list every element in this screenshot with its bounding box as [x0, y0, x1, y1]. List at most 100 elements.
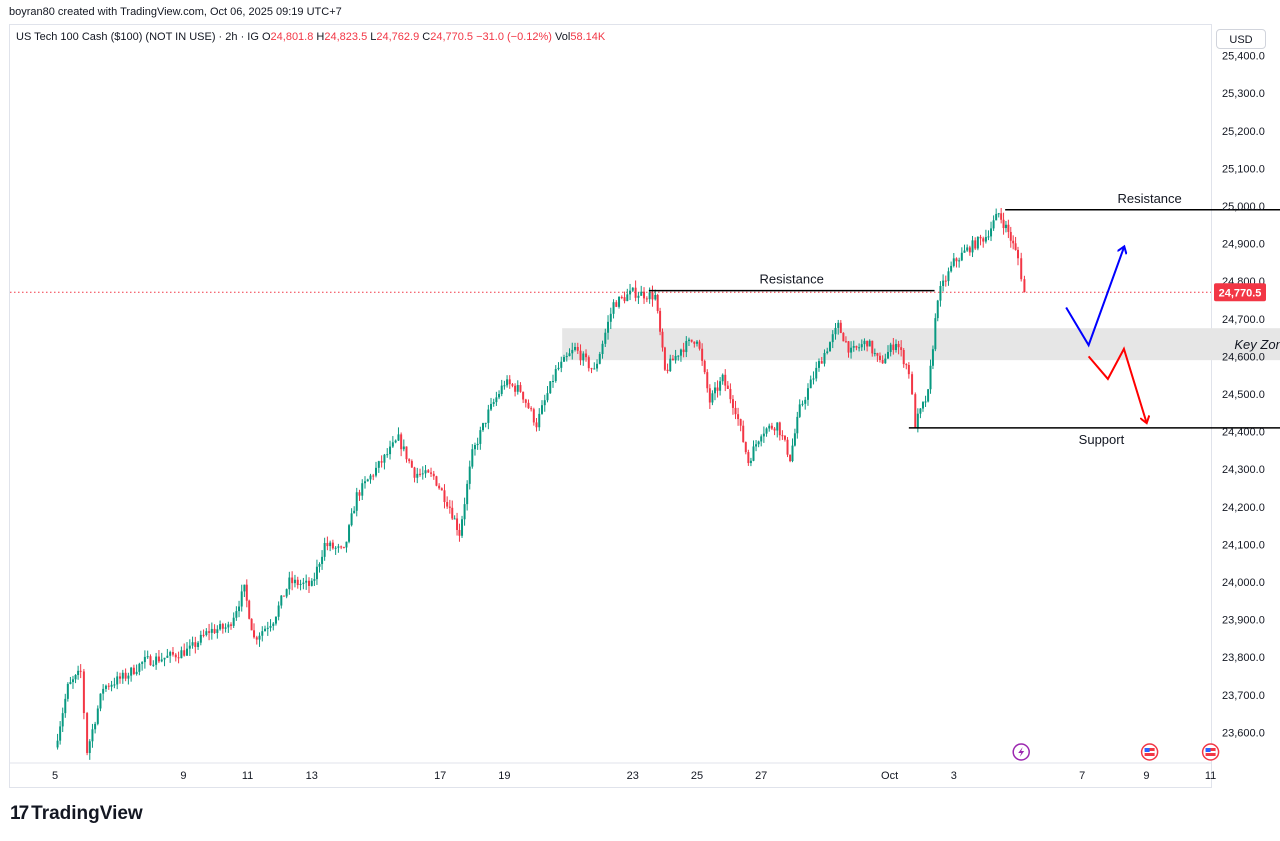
candle-body	[293, 579, 296, 584]
y-tick-label: 24,600.0	[1222, 351, 1265, 363]
lightning-icon[interactable]	[1012, 743, 1030, 761]
candle-body	[369, 475, 372, 480]
candle-body	[696, 341, 698, 344]
us-flag-icon-canton	[1144, 748, 1150, 752]
candle-body	[541, 405, 544, 414]
candle-body	[88, 741, 91, 753]
candle-body	[958, 260, 961, 262]
us-flag-icon[interactable]	[1140, 743, 1159, 761]
candle-body	[514, 385, 517, 392]
price-axis[interactable]: 23,600.0 23,700.0 23,800.0 23,900.0 24,000.0…	[1222, 51, 1265, 740]
candle-body	[685, 341, 688, 353]
high-value: 24,823.5	[324, 31, 368, 43]
candle-body	[490, 403, 493, 410]
candle-body	[855, 346, 858, 348]
candle-body	[245, 584, 248, 601]
candle-body	[180, 650, 183, 659]
candle-body	[405, 446, 408, 460]
time-axis[interactable]: 5 9 11 13 17 19 23 25 27 Oct 3 7 9 11	[10, 762, 1216, 782]
candle-body	[593, 368, 596, 370]
candle-body	[432, 473, 435, 477]
candle-body	[79, 670, 82, 672]
candle-body	[188, 645, 191, 649]
candle-body	[931, 349, 934, 366]
candle-body	[519, 385, 522, 392]
candle-body	[186, 648, 189, 656]
candle-body	[889, 344, 892, 352]
candle-body	[113, 684, 116, 686]
candle-body	[878, 355, 881, 361]
candle-body	[631, 287, 634, 291]
candle-body	[386, 454, 389, 456]
candle-body	[701, 348, 704, 361]
y-tick-label: 24,400.0	[1222, 427, 1265, 439]
candle-body	[850, 347, 853, 353]
candle-body	[410, 461, 413, 468]
candle-body	[391, 442, 394, 447]
candle-body	[801, 403, 804, 405]
candle-body	[828, 342, 831, 352]
candle-body	[221, 624, 224, 629]
candle-body	[690, 339, 693, 342]
candle-body	[924, 401, 927, 403]
candle-body	[604, 332, 607, 344]
candle-body	[571, 349, 574, 354]
candle-body	[516, 385, 519, 392]
candle-body	[812, 378, 815, 380]
candle-body	[598, 354, 601, 364]
candle-body	[479, 430, 482, 444]
candle-body	[936, 300, 939, 319]
candle-body	[372, 475, 375, 477]
candle-body	[789, 454, 792, 462]
candle-body	[96, 708, 99, 724]
y-tick-label: 24,200.0	[1222, 502, 1265, 514]
candle-body	[711, 393, 714, 403]
candle-body	[809, 379, 812, 389]
candle-body	[86, 713, 89, 753]
candle-body	[554, 369, 557, 381]
candle-body	[607, 321, 610, 333]
us-flag-icon[interactable]	[1201, 743, 1220, 761]
candle-body	[927, 389, 930, 402]
candle-body	[768, 425, 771, 429]
candle-body	[549, 381, 552, 394]
x-tick-label: 17	[434, 770, 446, 782]
candle-body	[443, 490, 446, 503]
candle-body	[902, 350, 905, 365]
candle-body	[377, 461, 380, 468]
candle-body	[760, 436, 763, 442]
candle-body	[348, 525, 351, 542]
bearish-arrow	[1087, 346, 1147, 422]
candle-body	[568, 353, 571, 357]
candle-body	[806, 388, 809, 400]
currency-button[interactable]: USD	[1216, 29, 1266, 49]
tradingview-logo[interactable]: 17 TradingView	[10, 803, 143, 825]
candle-body	[508, 379, 511, 385]
candle-body	[448, 506, 451, 508]
candle-body	[997, 213, 1000, 215]
candle-body	[288, 577, 291, 590]
candle-body	[543, 400, 546, 406]
candle-body	[612, 302, 615, 314]
candle-body	[587, 357, 590, 369]
candle-body	[798, 404, 801, 417]
y-tick-label: 24,000.0	[1222, 577, 1265, 589]
candle-body	[698, 341, 701, 349]
candle-body	[916, 413, 919, 428]
candle-body	[310, 580, 313, 586]
symbol-name[interactable]: US Tech 100 Cash ($100) (NOT IN USE) · 2…	[16, 31, 259, 43]
candle-body	[719, 381, 722, 391]
low-label: L	[370, 31, 377, 43]
candle-body	[629, 290, 632, 295]
candle-body	[1020, 258, 1023, 280]
candle-body	[734, 407, 737, 415]
candle-body	[984, 237, 987, 242]
candle-body	[979, 236, 982, 239]
candle-body	[966, 247, 969, 251]
candle-body	[524, 399, 527, 403]
chart-credit: boyran80 created with TradingView.com, O…	[9, 6, 342, 18]
candle-body	[557, 367, 560, 370]
candle-body	[643, 291, 646, 299]
candle-body	[576, 346, 579, 351]
